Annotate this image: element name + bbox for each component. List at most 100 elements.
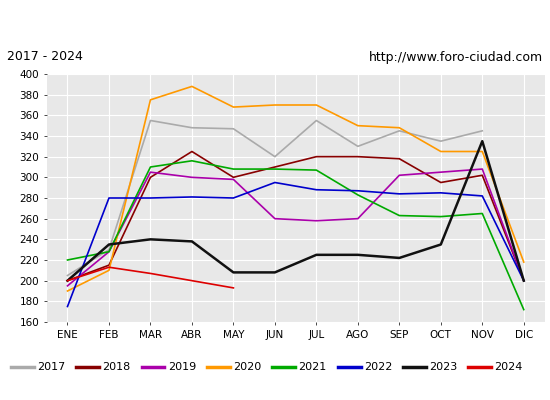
- 2023: [479, 139, 486, 144]
- 2023: [189, 239, 195, 244]
- 2023: [147, 237, 154, 242]
- 2019: [106, 249, 112, 254]
- 2023: [313, 252, 320, 257]
- 2021: [479, 211, 486, 216]
- 2018: [230, 175, 236, 180]
- 2018: [396, 156, 403, 161]
- 2019: [396, 173, 403, 178]
- 2024: [147, 271, 154, 276]
- 2022: [396, 192, 403, 196]
- Text: 2021: 2021: [299, 362, 327, 372]
- 2019: [189, 175, 195, 180]
- 2022: [313, 187, 320, 192]
- Line: 2024: 2024: [68, 267, 233, 288]
- 2018: [355, 154, 361, 159]
- 2023: [355, 252, 361, 257]
- 2017: [437, 139, 444, 144]
- Line: 2017: 2017: [68, 120, 482, 276]
- Text: 2017 - 2024: 2017 - 2024: [7, 50, 82, 64]
- 2017: [64, 273, 71, 278]
- Line: 2022: 2022: [68, 182, 524, 306]
- 2022: [355, 188, 361, 193]
- 2017: [355, 144, 361, 149]
- 2020: [396, 125, 403, 130]
- 2017: [479, 128, 486, 133]
- 2023: [520, 278, 527, 283]
- 2019: [479, 167, 486, 172]
- 2023: [272, 270, 278, 275]
- 2018: [272, 165, 278, 170]
- 2020: [64, 289, 71, 294]
- Text: 2024: 2024: [494, 362, 523, 372]
- 2021: [272, 167, 278, 172]
- 2021: [147, 165, 154, 170]
- 2017: [272, 154, 278, 159]
- 2018: [313, 154, 320, 159]
- 2020: [313, 102, 320, 107]
- 2017: [189, 125, 195, 130]
- 2021: [396, 213, 403, 218]
- 2022: [64, 304, 71, 309]
- 2021: [230, 167, 236, 172]
- 2020: [106, 268, 112, 273]
- 2019: [147, 170, 154, 174]
- 2023: [437, 242, 444, 247]
- 2022: [437, 190, 444, 195]
- 2022: [147, 196, 154, 200]
- 2019: [230, 177, 236, 182]
- 2022: [272, 180, 278, 185]
- Line: 2023: 2023: [68, 141, 524, 281]
- 2022: [106, 196, 112, 200]
- 2019: [313, 218, 320, 223]
- Text: 2022: 2022: [364, 362, 392, 372]
- 2020: [355, 123, 361, 128]
- 2021: [355, 192, 361, 197]
- 2023: [230, 270, 236, 275]
- 2018: [520, 278, 527, 283]
- 2017: [313, 118, 320, 123]
- 2020: [272, 102, 278, 107]
- Line: 2020: 2020: [68, 86, 524, 291]
- 2022: [230, 196, 236, 200]
- 2021: [313, 168, 320, 172]
- 2017: [147, 118, 154, 123]
- 2017: [230, 126, 236, 131]
- 2024: [189, 278, 195, 283]
- Text: http://www.foro-ciudad.com: http://www.foro-ciudad.com: [369, 50, 543, 64]
- 2018: [106, 263, 112, 268]
- 2021: [64, 258, 71, 262]
- Text: 2019: 2019: [168, 362, 196, 372]
- 2017: [396, 128, 403, 133]
- 2024: [230, 286, 236, 290]
- 2021: [520, 307, 527, 312]
- 2024: [106, 265, 112, 270]
- 2023: [64, 278, 71, 283]
- 2020: [230, 105, 236, 110]
- 2018: [147, 175, 154, 180]
- 2022: [479, 194, 486, 198]
- Line: 2019: 2019: [68, 169, 524, 286]
- Line: 2021: 2021: [68, 161, 524, 310]
- Text: 2018: 2018: [102, 362, 131, 372]
- 2021: [106, 249, 112, 254]
- 2018: [189, 149, 195, 154]
- 2024: [64, 278, 71, 283]
- 2019: [355, 216, 361, 221]
- 2020: [520, 260, 527, 264]
- 2019: [64, 284, 71, 288]
- 2017: [106, 247, 112, 252]
- Text: 2017: 2017: [37, 362, 65, 372]
- 2019: [272, 216, 278, 221]
- 2018: [479, 173, 486, 178]
- 2023: [106, 242, 112, 247]
- 2020: [479, 149, 486, 154]
- 2018: [437, 180, 444, 185]
- 2023: [396, 256, 403, 260]
- 2018: [64, 278, 71, 283]
- 2021: [437, 214, 444, 219]
- Text: 2023: 2023: [429, 362, 458, 372]
- 2022: [520, 278, 527, 283]
- 2020: [147, 98, 154, 102]
- 2020: [189, 84, 195, 89]
- 2021: [189, 158, 195, 163]
